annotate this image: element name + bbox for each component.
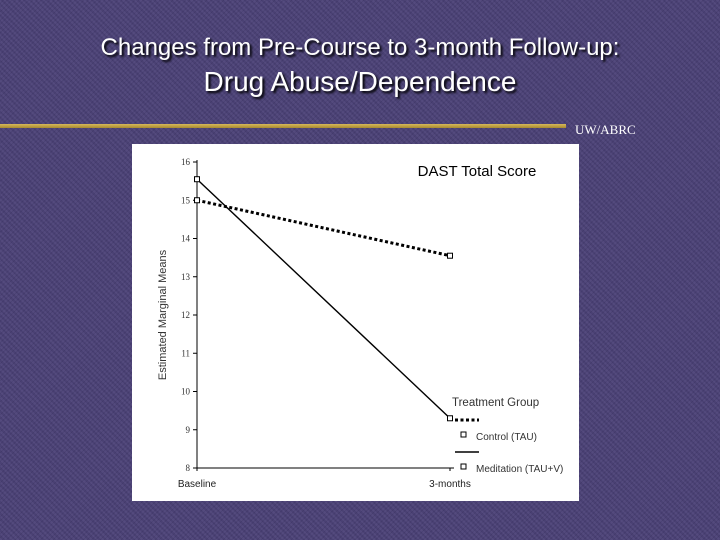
legend-marker-sample (460, 431, 467, 438)
x-tick-label: Baseline (178, 479, 217, 490)
y-tick-label: 12 (181, 310, 190, 320)
y-tick-label: 14 (181, 234, 191, 244)
data-point-marker (447, 415, 453, 422)
y-tick-label: 15 (181, 195, 191, 205)
slide-title-line-1: Changes from Pre-Course to 3-month Follo… (100, 34, 620, 61)
data-point-marker (447, 252, 453, 259)
series-line (196, 178, 451, 419)
y-axis-label: Estimated Marginal Means (157, 249, 169, 380)
series-line (196, 198, 451, 258)
slide-title-line-2: Drug Abuse/Dependence (203, 66, 517, 97)
x-tick-label: 3-months (429, 479, 471, 490)
data-point-marker (194, 197, 200, 204)
y-tick-label: 9 (186, 425, 191, 435)
chart-title: DAST Total Score (418, 163, 537, 180)
legend-marker-sample (460, 463, 467, 470)
line-chart: 8 9 10 11 12 13 14 15 16 Baseline 3-months DAST To… (157, 157, 563, 490)
chart-panel: 8 9 10 11 12 13 14 15 16 Baseline 3-months DAST To… (132, 144, 579, 501)
y-tick-label: 13 (181, 272, 191, 282)
title-divider-rule (0, 124, 566, 128)
y-tick-label: 16 (181, 157, 191, 167)
data-point-marker (194, 176, 200, 183)
legend-entry-label: Control (TAU) (476, 432, 537, 443)
y-tick-label: 10 (181, 387, 191, 397)
y-tick-label: 11 (181, 348, 190, 358)
legend-title: Treatment Group (452, 397, 539, 409)
y-tick-label: 8 (186, 463, 191, 473)
organization-label: UW/ABRC (575, 122, 636, 137)
legend-entry-label: Meditation (TAU+V) (476, 464, 563, 475)
